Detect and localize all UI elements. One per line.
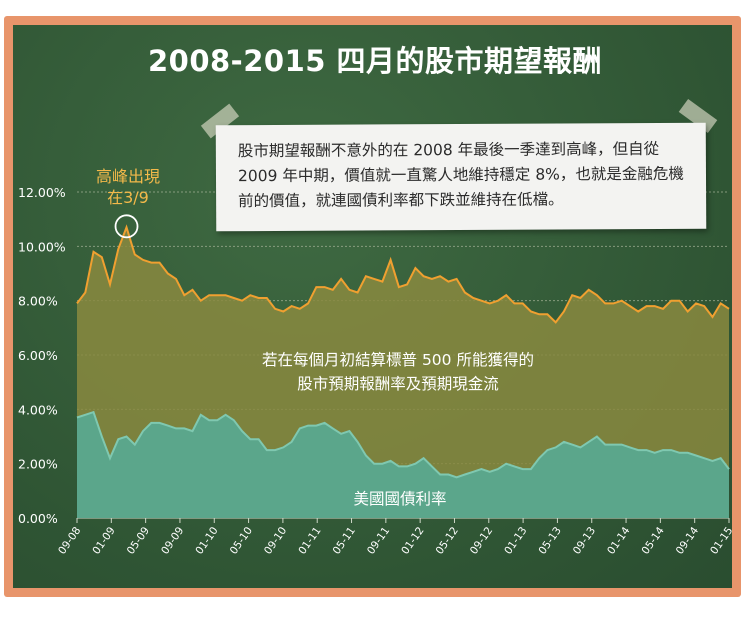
annotation-marks: [114, 214, 139, 239]
bond-area-label: 美國國債利率: [353, 490, 447, 508]
equity-area-label: 若在每個月初結算標普 500 所能獲得的 股市預期報酬率及預期現金流: [188, 348, 608, 396]
x-tick-0: 09-08: [56, 525, 83, 557]
note-text: 股市期望報酬不意外的在 2008 年最後一季達到高峰，但自從 2009 年中期，…: [237, 139, 684, 211]
x-tick-16: 01-14: [605, 525, 633, 557]
x-tick-14: 05-13: [537, 525, 564, 557]
x-tick-17: 05-14: [639, 525, 667, 557]
y-tick-3: 6.00%: [18, 348, 58, 363]
peak-annotation: 高峰出現 在3/9: [78, 166, 178, 208]
x-tick-15: 09-13: [571, 525, 598, 557]
x-tick-9: 09-11: [365, 525, 392, 557]
x-tick-11: 05-12: [434, 525, 461, 557]
y-tick-labels: 0.00% 2.00% 4.00% 6.00% 8.00% 10.00% 12.00%: [18, 185, 66, 526]
y-tick-4: 8.00%: [18, 294, 58, 309]
equity-area-label-text: 若在每個月初結算標普 500 所能獲得的 股市預期報酬率及預期現金流: [262, 351, 534, 393]
x-tick-2: 05-09: [125, 525, 152, 557]
peak-circle: [114, 214, 139, 239]
x-tick-18: 09-14: [674, 525, 702, 557]
x-tick-13: 01-13: [502, 525, 529, 557]
y-tick-5: 10.00%: [18, 239, 66, 254]
series-line-1: [76, 410, 730, 479]
note-card: 股市期望報酬不意外的在 2008 年最後一季達到高峰，但自從 2009 年中期，…: [215, 122, 707, 232]
x-tick-labels: 09-08 01-09 05-09 09-09 01-10 05-10 09-10 01-11…: [56, 518, 735, 557]
x-tick-7: 01-11: [296, 525, 323, 557]
chart-title: 2008-2015 四月的股市期望報酬: [147, 44, 603, 78]
x-tick-4: 01-10: [193, 525, 220, 557]
y-tick-0: 0.00%: [18, 511, 58, 526]
x-tick-19: 01-15: [708, 525, 735, 557]
area-series: [76, 224, 730, 519]
y-tick-1: 2.00%: [18, 457, 58, 472]
series-line-0: [76, 224, 730, 324]
x-tick-3: 09-09: [159, 525, 186, 557]
y-tick-2: 4.00%: [18, 402, 58, 417]
peak-annotation-text: 高峰出現 在3/9: [95, 167, 160, 207]
x-tick-6: 09-10: [262, 525, 289, 557]
x-tick-1: 01-09: [90, 525, 117, 557]
area-fill-1: [77, 412, 729, 518]
x-tick-5: 05-10: [228, 525, 255, 557]
x-tick-10: 01-12: [399, 525, 426, 557]
x-tick-8: 05-11: [331, 525, 358, 557]
y-tick-6: 12.00%: [18, 185, 66, 200]
x-tick-12: 09-12: [468, 525, 495, 557]
